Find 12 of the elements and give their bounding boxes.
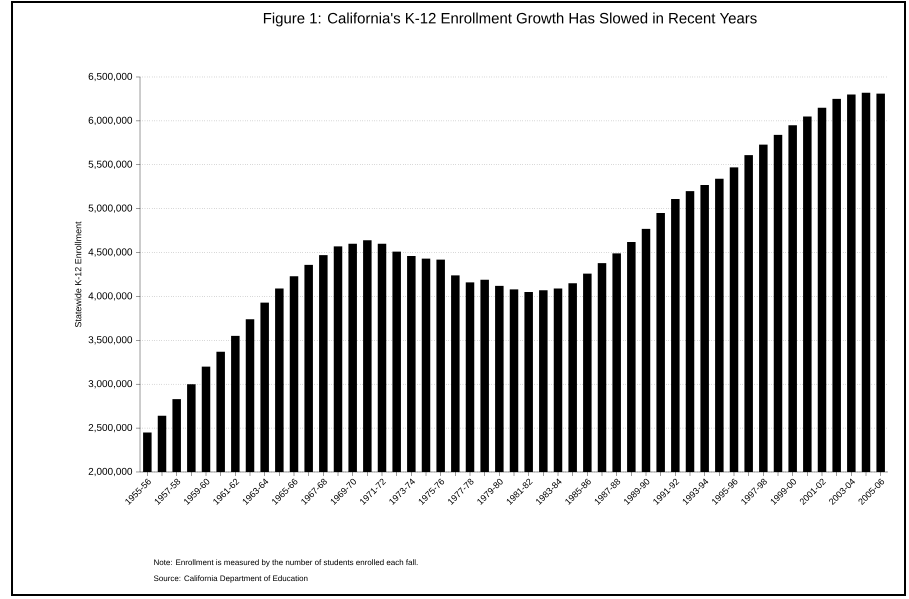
chart-title: Figure 1: California's K-12 Enrollment Growth Has Slowed in Recent Years (264, 12, 757, 26)
y-tick-label: 6,000,000 (88, 116, 132, 125)
y-tick-label: 6,500,000 (88, 72, 132, 82)
y-tick-label: 4,500,000 (88, 248, 132, 257)
y-tick-label: 4,000,000 (88, 292, 132, 301)
y-tick-label: 5,500,000 (88, 160, 132, 169)
y-tick-label: 3,000,000 (88, 380, 132, 388)
y-tick-label: 3,500,000 (88, 336, 132, 344)
y-tick-label: 5,000,000 (88, 204, 132, 213)
y-tick-label: 2,000,000 (88, 468, 132, 476)
y-axis-title: Statewide K-12 Enrollment (74, 222, 82, 328)
y-tick-label: 2,500,000 (88, 424, 132, 432)
